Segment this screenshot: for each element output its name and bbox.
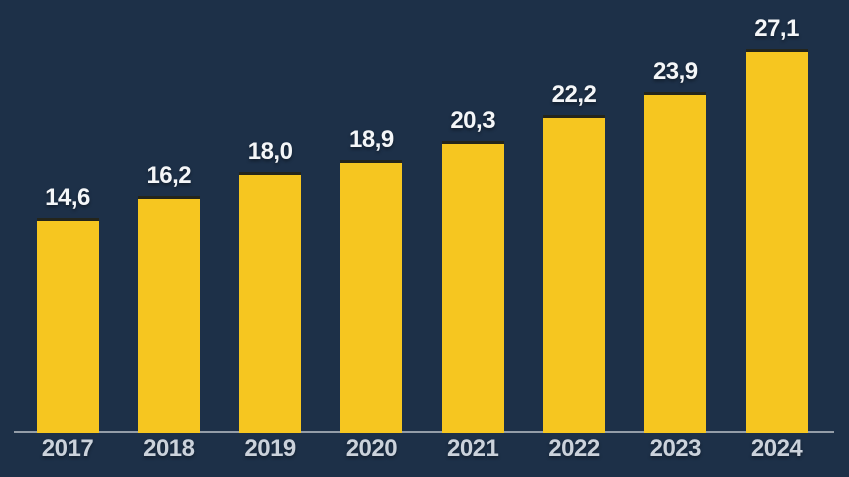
x-axis-tick-label: 2020 xyxy=(345,435,398,462)
bar-value-label: 18,0 xyxy=(247,138,293,165)
bar xyxy=(340,160,403,433)
x-axis-tick-label: 2021 xyxy=(446,435,499,462)
bar-value-label: 20,3 xyxy=(450,107,496,134)
x-axis-tick-label: 2022 xyxy=(548,435,600,462)
x-axis-tick-label: 2023 xyxy=(649,435,702,462)
bar xyxy=(36,218,99,433)
x-axis-line xyxy=(14,431,834,433)
bar xyxy=(745,49,808,433)
bar-value-label: 27,1 xyxy=(754,15,799,42)
x-axis-tick-label: 2019 xyxy=(244,435,296,462)
bar xyxy=(543,115,605,433)
bar-value-label: 23,9 xyxy=(652,58,698,85)
x-axis-tick-label: 2024 xyxy=(750,435,803,462)
x-axis-tick-label: 2017 xyxy=(41,435,94,462)
x-axis-tick-label: 2018 xyxy=(143,435,195,462)
bar-value-label: 22,2 xyxy=(551,81,597,108)
bar-value-label: 14,6 xyxy=(45,184,90,211)
bar xyxy=(137,196,200,433)
bar xyxy=(239,172,302,433)
bar-value-label: 18,9 xyxy=(349,126,394,153)
bar-value-label: 16,2 xyxy=(146,162,192,189)
bar xyxy=(644,92,707,433)
bar xyxy=(441,141,504,433)
